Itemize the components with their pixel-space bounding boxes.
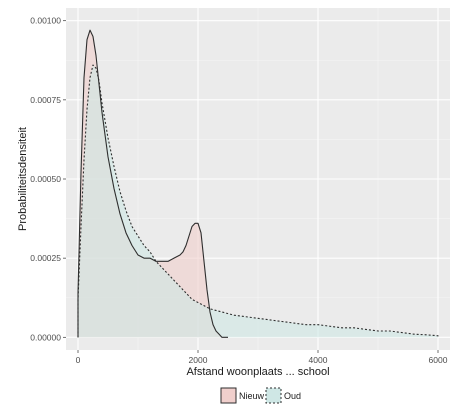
y-tick-label: 0.00100 — [30, 16, 61, 26]
y-tick-label: 0.00000 — [30, 332, 61, 342]
line-oud — [77, 64, 439, 338]
y-tick-label: 0.00025 — [30, 253, 61, 263]
x-tick-label: 0 — [76, 355, 81, 365]
x-axis-ticks: 0 2000 4000 6000 — [76, 350, 448, 365]
x-tick-label: 2000 — [189, 355, 208, 365]
grid-major — [66, 8, 450, 350]
line-nieuw — [77, 29, 228, 338]
x-tick-label: 4000 — [309, 355, 328, 365]
y-tick-label: 0.00050 — [30, 174, 61, 184]
y-tick-label: 0.00075 — [30, 95, 61, 105]
x-tick-label: 6000 — [429, 355, 448, 365]
legend-label-oud: Oud — [284, 391, 301, 401]
y-axis-ticks: 0.00000 0.00025 0.00050 0.00075 0.00100 — [30, 16, 66, 342]
legend-key-oud — [265, 387, 282, 404]
series-layer — [77, 29, 439, 338]
x-axis-title: Afstand woonplaats ... school — [186, 366, 329, 378]
area-oud — [78, 65, 438, 338]
legend-key-nieuw — [220, 387, 237, 404]
legend-label-nieuw: Nieuw — [239, 391, 265, 401]
y-axis-title: Probabiliteitsdensiteit — [17, 127, 29, 231]
legend: Nieuw Oud — [220, 387, 301, 404]
